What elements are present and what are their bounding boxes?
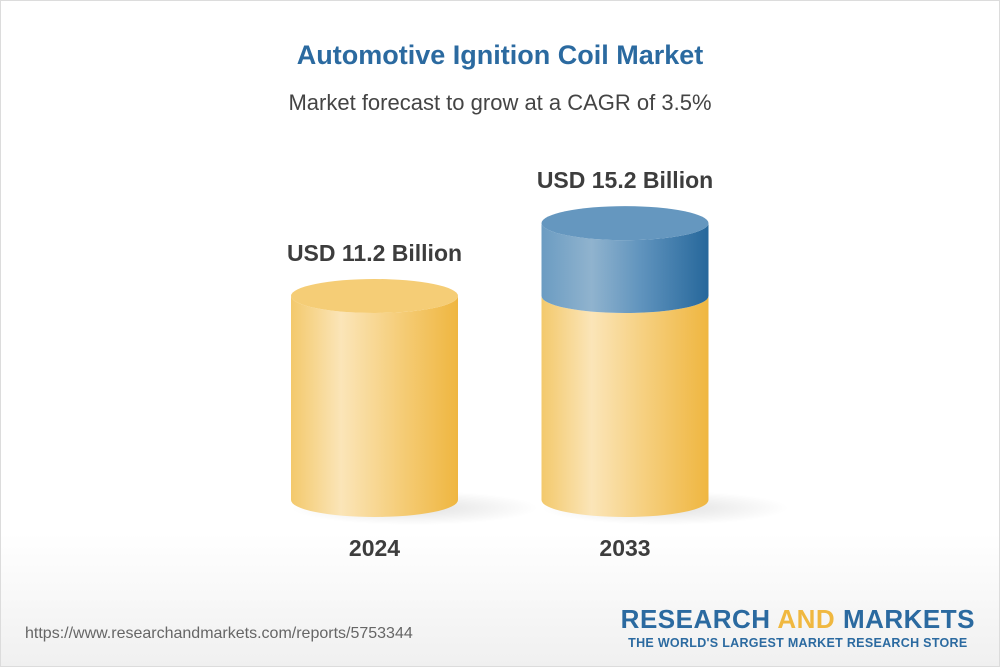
bar-2033-growth [541, 223, 709, 313]
cylinder-top [291, 279, 458, 313]
data-label: USD 11.2 Billion [287, 240, 462, 266]
chart-subtitle: Market forecast to grow at a CAGR of 3.5… [288, 90, 712, 115]
category-label: 2033 [599, 535, 650, 561]
bar-2033-base [541, 296, 709, 517]
cylinder-top [541, 206, 709, 241]
category-label: 2024 [349, 535, 400, 561]
cylinder-chart: USD 11.2 Billion 2024 USD 15.2 Billion 2033 [287, 167, 789, 561]
data-label: USD 15.2 Billion [537, 167, 713, 193]
chart-title: Automotive Ignition Coil Market [296, 40, 704, 70]
research-and-markets-logo: RESEARCH AND MARKETS THE WORLD'S LARGEST… [620, 604, 975, 650]
report-url[interactable]: https://www.researchandmarkets.com/repor… [25, 625, 413, 642]
bar-2024 [291, 296, 459, 517]
